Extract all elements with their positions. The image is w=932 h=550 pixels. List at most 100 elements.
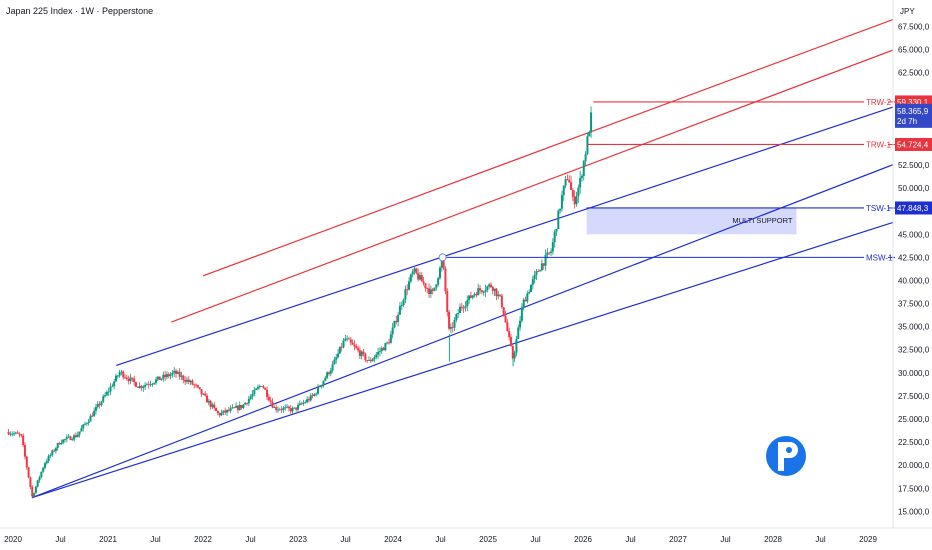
candle-body xyxy=(229,408,232,411)
candle-body xyxy=(579,177,582,188)
level-name: TRW-1 xyxy=(866,140,892,149)
candle-body xyxy=(504,315,507,323)
candle-body xyxy=(76,434,79,438)
candle-body xyxy=(47,455,50,462)
candle-body xyxy=(369,359,372,362)
x-tick-label: 2021 xyxy=(99,535,117,544)
candle-body xyxy=(384,343,387,351)
candle-body xyxy=(344,338,347,341)
candle-body xyxy=(100,401,103,406)
y-tick-label: 42.500,0 xyxy=(898,253,930,262)
candle-body xyxy=(89,415,92,422)
red-channel-line xyxy=(171,49,894,323)
candle-body xyxy=(448,311,451,329)
candle-body xyxy=(124,377,127,379)
candle-body xyxy=(506,322,509,332)
y-tick-label: 40.000,0 xyxy=(898,276,930,285)
candle-body xyxy=(357,348,360,351)
y-tick-label: 35.000,0 xyxy=(898,323,930,332)
candle-body xyxy=(85,423,88,424)
candle-body xyxy=(144,384,147,387)
candle-body xyxy=(526,293,529,302)
candle-body xyxy=(302,402,305,404)
candle-body xyxy=(500,295,503,308)
blue-channel-line xyxy=(32,221,894,499)
candle-body xyxy=(42,467,45,472)
candle-body xyxy=(307,399,310,401)
candle-body xyxy=(366,360,369,361)
candle-body xyxy=(216,411,219,414)
candle-body xyxy=(224,410,227,413)
candle-body xyxy=(196,385,199,388)
candle-body xyxy=(560,194,563,209)
candle-body xyxy=(155,379,158,383)
candle-body xyxy=(564,179,567,186)
candle-body xyxy=(298,403,301,406)
candle-body xyxy=(568,179,571,183)
x-tick-label: Jul xyxy=(435,535,445,544)
x-tick-label: 2024 xyxy=(384,535,402,544)
y-tick-label: 65.000,0 xyxy=(898,46,930,55)
candle-body xyxy=(269,400,272,402)
candle-body xyxy=(571,189,574,197)
candle-body xyxy=(428,288,431,295)
candle-body xyxy=(93,410,96,417)
candle-body xyxy=(519,320,522,328)
candle-body xyxy=(353,344,356,347)
candle-body xyxy=(231,407,234,409)
candle-body xyxy=(71,439,74,441)
candle-body xyxy=(358,350,361,357)
candle-body xyxy=(98,404,101,406)
candle-body xyxy=(380,348,383,352)
candle-body xyxy=(477,288,480,296)
candle-body xyxy=(227,409,230,411)
candle-body xyxy=(484,290,487,292)
candle-body xyxy=(550,251,553,253)
currency-label: JPY xyxy=(900,7,915,16)
candle-body xyxy=(375,354,378,358)
candle-body xyxy=(509,337,512,346)
candle-body xyxy=(424,283,427,289)
candle-body xyxy=(16,432,19,434)
level-name: TSW-1 xyxy=(866,204,891,213)
candle-body xyxy=(34,486,37,494)
candle-body xyxy=(114,375,117,382)
candle-body xyxy=(418,275,421,280)
candle-body xyxy=(318,386,321,388)
candle-body xyxy=(62,439,65,443)
candle-body xyxy=(220,412,223,416)
candle-body xyxy=(517,327,520,340)
x-tick-label: 2022 xyxy=(194,535,212,544)
candle-body xyxy=(553,231,556,243)
candle-body xyxy=(282,407,285,410)
x-tick-label: Jul xyxy=(245,535,255,544)
candle-body xyxy=(397,314,400,323)
candle-body xyxy=(65,437,68,440)
candle-body xyxy=(386,342,389,344)
y-tick-label: 62.500,0 xyxy=(898,69,930,78)
candle-body xyxy=(309,395,312,401)
candle-body xyxy=(311,395,314,397)
candle-body xyxy=(317,386,320,394)
candle-body xyxy=(94,407,97,411)
candle-body xyxy=(107,391,110,393)
candle-body xyxy=(49,454,52,456)
candle-body xyxy=(495,288,498,297)
candle-body xyxy=(280,409,283,411)
candle-body xyxy=(226,409,229,413)
candle-body xyxy=(54,448,57,451)
candle-body xyxy=(293,407,296,409)
x-tick-label: Jul xyxy=(625,535,635,544)
candle-body xyxy=(147,384,150,386)
candle-body xyxy=(169,374,172,377)
candle-body xyxy=(489,284,492,287)
candle-body xyxy=(160,378,163,380)
candle-body xyxy=(253,389,256,394)
level-price: 47.848,3 xyxy=(897,204,929,213)
candle-body xyxy=(562,185,565,195)
candle-body xyxy=(575,196,578,205)
candle-body xyxy=(291,408,294,412)
candle-body xyxy=(175,370,178,374)
candle-body xyxy=(118,372,121,376)
